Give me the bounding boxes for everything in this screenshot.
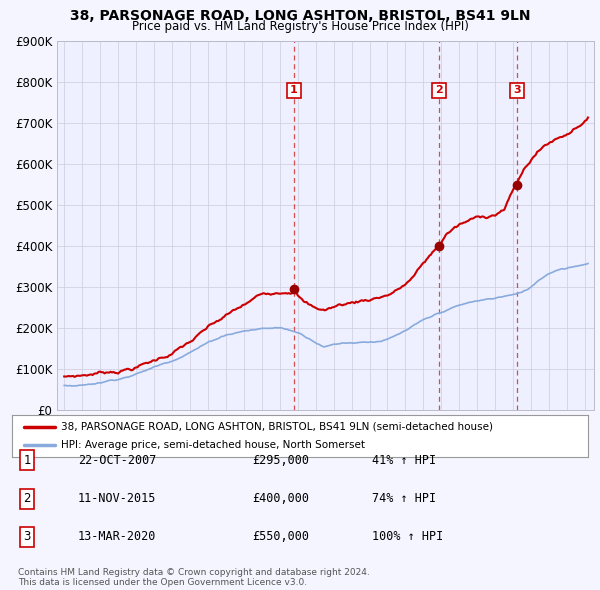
Text: 11-NOV-2015: 11-NOV-2015 xyxy=(78,492,157,505)
Text: £550,000: £550,000 xyxy=(252,530,309,543)
Text: 38, PARSONAGE ROAD, LONG ASHTON, BRISTOL, BS41 9LN (semi-detached house): 38, PARSONAGE ROAD, LONG ASHTON, BRISTOL… xyxy=(61,422,493,432)
Text: HPI: Average price, semi-detached house, North Somerset: HPI: Average price, semi-detached house,… xyxy=(61,440,365,450)
Text: 2: 2 xyxy=(23,492,31,505)
Text: Price paid vs. HM Land Registry's House Price Index (HPI): Price paid vs. HM Land Registry's House … xyxy=(131,20,469,33)
Text: Contains HM Land Registry data © Crown copyright and database right 2024.: Contains HM Land Registry data © Crown c… xyxy=(18,568,370,577)
Text: 22-OCT-2007: 22-OCT-2007 xyxy=(78,454,157,467)
Text: 3: 3 xyxy=(23,530,31,543)
Text: £400,000: £400,000 xyxy=(252,492,309,505)
Text: 100% ↑ HPI: 100% ↑ HPI xyxy=(372,530,443,543)
Text: 13-MAR-2020: 13-MAR-2020 xyxy=(78,530,157,543)
Text: 1: 1 xyxy=(290,86,298,96)
Text: 3: 3 xyxy=(513,86,521,96)
Text: This data is licensed under the Open Government Licence v3.0.: This data is licensed under the Open Gov… xyxy=(18,578,307,588)
Text: £295,000: £295,000 xyxy=(252,454,309,467)
Text: 38, PARSONAGE ROAD, LONG ASHTON, BRISTOL, BS41 9LN: 38, PARSONAGE ROAD, LONG ASHTON, BRISTOL… xyxy=(70,9,530,24)
Text: 41% ↑ HPI: 41% ↑ HPI xyxy=(372,454,436,467)
Text: 74% ↑ HPI: 74% ↑ HPI xyxy=(372,492,436,505)
Text: 2: 2 xyxy=(435,86,443,96)
Text: 1: 1 xyxy=(23,454,31,467)
